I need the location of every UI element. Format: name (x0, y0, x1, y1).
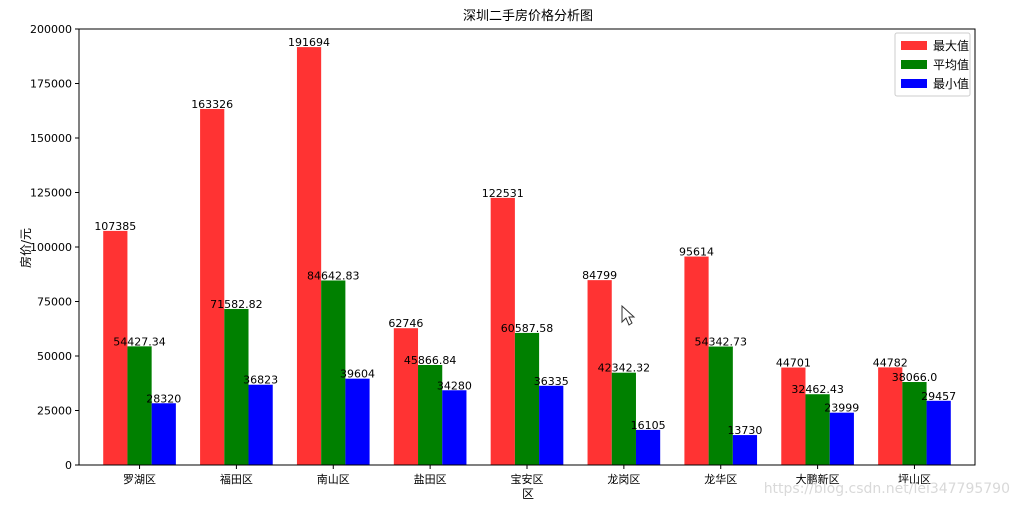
data-label-1-8: 38066.0 (892, 371, 938, 384)
y-tick-label: 75000 (37, 296, 72, 309)
legend-swatch-1 (901, 60, 927, 69)
x-tick-label: 龙岗区 (607, 473, 640, 486)
data-label-0-1: 163326 (191, 98, 233, 111)
data-labels-layer: 107385 54427.34 28320 163326 71582.82 36823 19… (94, 36, 956, 437)
bar-0-8 (878, 367, 903, 465)
bar-2-7 (829, 412, 854, 465)
bar-1-3 (418, 365, 443, 465)
watermark-text: https://blog.csdn.net/lei347795790 (764, 481, 1010, 497)
bar-2-8 (926, 400, 951, 465)
bar-1-2 (321, 280, 346, 465)
bar-2-4 (539, 385, 564, 465)
data-label-0-3: 62746 (388, 317, 423, 330)
bar-1-4 (514, 332, 540, 465)
bar-0-4 (490, 197, 515, 465)
y-tick-label: 100000 (30, 241, 72, 254)
data-label-1-4: 60587.58 (501, 322, 554, 335)
bar-0-3 (393, 328, 419, 465)
data-label-1-0: 54427.34 (113, 335, 166, 348)
y-tick-label: 175000 (30, 78, 72, 91)
bar-0-6 (684, 256, 709, 465)
mouse-cursor-icon (621, 304, 636, 326)
data-label-0-0: 107385 (94, 220, 136, 233)
data-label-0-5: 84799 (582, 269, 617, 282)
bars-layer (103, 47, 951, 466)
data-label-0-8: 44782 (873, 356, 908, 369)
bar-2-2 (345, 378, 370, 465)
x-tick-label: 福田区 (220, 472, 253, 486)
y-tick-label: 150000 (30, 132, 72, 145)
data-label-2-8: 29457 (921, 390, 956, 403)
data-label-1-2: 84642.83 (307, 269, 360, 282)
x-ticks: 罗湖区 福田区 南山区 盐田区 宝安区 龙岗区 龙华区 大鹏新区 坪山区 (123, 465, 931, 486)
bar-2-1 (248, 384, 273, 465)
bar-2-3 (442, 390, 467, 465)
data-label-0-2: 191694 (288, 36, 330, 49)
data-label-0-7: 44701 (776, 357, 811, 370)
bar-2-0 (151, 403, 176, 465)
data-label-1-1: 71582.82 (210, 298, 263, 311)
bar-0-2 (296, 47, 322, 465)
x-tick-label: 大鹏新区 (796, 472, 840, 486)
bar-2-5 (635, 429, 661, 465)
legend-swatch-0 (901, 41, 927, 50)
bar-1-6 (708, 346, 733, 465)
bar-0-0 (103, 230, 128, 465)
y-tick-label: 0 (65, 459, 72, 472)
bar-1-8 (902, 382, 927, 465)
y-tick-label: 125000 (30, 187, 72, 200)
legend-label-1: 平均值 (933, 57, 969, 72)
data-label-2-1: 36823 (243, 374, 278, 387)
data-label-2-5: 16105 (631, 419, 666, 432)
x-tick-label: 宝安区 (511, 472, 544, 486)
data-label-1-3: 45866.84 (404, 354, 457, 367)
y-tick-label: 200000 (30, 23, 72, 36)
x-tick-label: 盐田区 (414, 473, 447, 486)
bar-1-1 (224, 308, 249, 465)
data-label-0-4: 122531 (482, 187, 524, 200)
data-label-1-7: 32462.43 (791, 383, 844, 396)
y-axis-label: 房价/元 (18, 228, 33, 268)
legend-label-0: 最大值 (933, 38, 969, 53)
chart-title: 深圳二手房价格分析图 (463, 8, 593, 24)
data-label-1-6: 54342.73 (694, 336, 747, 349)
bar-1-5 (611, 372, 636, 465)
bar-1-0 (127, 346, 152, 465)
data-label-1-5: 42342.32 (598, 362, 651, 375)
bar-0-5 (587, 280, 612, 465)
bar-0-1 (200, 108, 225, 466)
y-ticks: 0 25000 50000 75000 100000 125000 150000 175000… (30, 23, 79, 472)
data-label-2-4: 36335 (534, 375, 569, 388)
data-label-2-3: 34280 (437, 379, 472, 392)
y-tick-label: 50000 (37, 350, 72, 363)
bar-1-7 (805, 394, 830, 465)
x-tick-label: 南山区 (317, 473, 350, 486)
bar-0-7 (781, 367, 806, 465)
x-tick-label: 罗湖区 (123, 473, 156, 486)
data-label-2-2: 39604 (340, 368, 375, 381)
data-label-0-6: 95614 (679, 246, 714, 259)
x-tick-label: 坪山区 (898, 473, 931, 486)
data-label-2-7: 23999 (824, 402, 859, 415)
bar-2-6 (732, 435, 758, 465)
data-label-2-6: 13730 (727, 424, 762, 437)
plot-frame (78, 28, 976, 466)
y-tick-label: 25000 (37, 405, 72, 418)
data-label-2-0: 28320 (146, 392, 181, 405)
x-axis-label: 区 (522, 487, 534, 501)
legend-label-2: 最小值 (933, 76, 969, 91)
legend-swatch-2 (901, 79, 927, 88)
x-tick-label: 龙华区 (704, 472, 737, 486)
